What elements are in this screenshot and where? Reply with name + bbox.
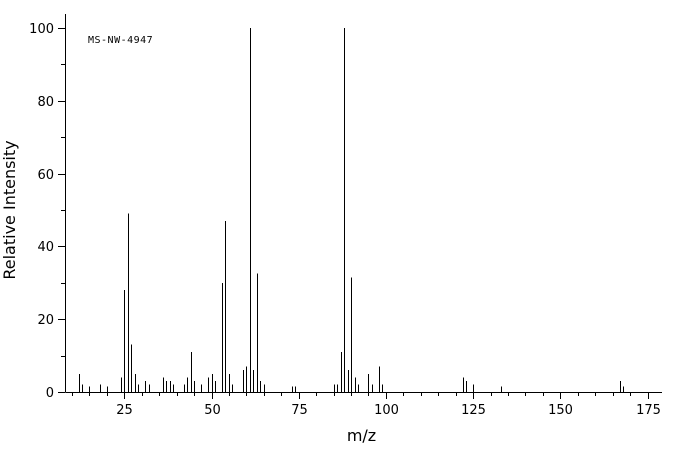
y-axis-ticks: 0 20 40 60 80 100 xyxy=(29,22,65,401)
axes xyxy=(65,14,662,393)
x-tick-label: 175 xyxy=(636,403,661,418)
x-axis-ticks: 25 50 75 100 125 150 175 xyxy=(72,392,661,418)
y-axis-title: Relative Intensity xyxy=(0,140,19,279)
spectrum-peaks xyxy=(79,28,624,392)
axis-titles: m/z Relative Intensity MS-NW-4947 xyxy=(0,35,376,445)
x-tick-label: 50 xyxy=(204,403,221,418)
y-tick-label: 20 xyxy=(37,313,54,328)
x-tick-label: 125 xyxy=(461,403,486,418)
y-tick-label: 60 xyxy=(37,168,54,183)
x-tick-label: 75 xyxy=(291,403,308,418)
x-tick-label: 25 xyxy=(116,403,133,418)
y-tick-label: 80 xyxy=(37,95,54,110)
x-tick-label: 150 xyxy=(548,403,573,418)
y-tick-label: 0 xyxy=(46,386,54,401)
x-tick-label: 100 xyxy=(374,403,399,418)
spectrum-id-label: MS-NW-4947 xyxy=(88,35,153,46)
y-tick-label: 40 xyxy=(37,240,54,255)
y-tick-label: 100 xyxy=(29,22,54,37)
x-axis-title: m/z xyxy=(347,426,376,445)
